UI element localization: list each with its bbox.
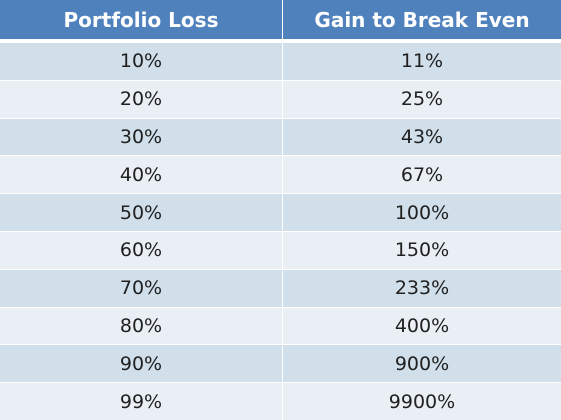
table-row: 30% 43%	[0, 117, 561, 156]
cell-gain-to-break-even: 400%	[283, 306, 561, 345]
table-row: 50% 100%	[0, 193, 561, 231]
cell-gain-to-break-even: 25%	[283, 79, 561, 118]
cell-portfolio-loss: 50%	[0, 193, 283, 231]
cell-portfolio-loss: 99%	[0, 382, 283, 420]
cell-gain-to-break-even: 43%	[283, 117, 561, 156]
cell-portfolio-loss: 40%	[0, 155, 283, 194]
header-row: Portfolio Loss Gain to Break Even	[0, 0, 561, 42]
cell-gain-to-break-even: 9900%	[283, 382, 561, 420]
cell-portfolio-loss: 90%	[0, 344, 283, 383]
cell-portfolio-loss: 70%	[0, 268, 283, 307]
table-row: 10% 11%	[0, 42, 561, 80]
table-row: 20% 25%	[0, 79, 561, 118]
table-row: 90% 900%	[0, 344, 561, 383]
cell-gain-to-break-even: 11%	[283, 42, 561, 80]
cell-portfolio-loss: 60%	[0, 230, 283, 269]
cell-portfolio-loss: 30%	[0, 117, 283, 156]
table-row: 60% 150%	[0, 230, 561, 269]
table-header: Portfolio Loss Gain to Break Even	[0, 0, 561, 42]
table-row: 99% 9900%	[0, 382, 561, 420]
header-gain-to-break-even: Gain to Break Even	[283, 0, 561, 42]
table-row: 40% 67%	[0, 155, 561, 194]
cell-gain-to-break-even: 100%	[283, 193, 561, 231]
header-portfolio-loss: Portfolio Loss	[0, 0, 283, 42]
cell-portfolio-loss: 80%	[0, 306, 283, 345]
cell-gain-to-break-even: 150%	[283, 230, 561, 269]
table-body: 10% 11% 20% 25% 30% 43% 40% 67% 50% 100% 60% 150% 70…	[0, 42, 561, 420]
table-row: 70% 233%	[0, 268, 561, 307]
cell-portfolio-loss: 10%	[0, 42, 283, 80]
cell-portfolio-loss: 20%	[0, 79, 283, 118]
cell-gain-to-break-even: 233%	[283, 268, 561, 307]
table-row: 80% 400%	[0, 306, 561, 345]
cell-gain-to-break-even: 900%	[283, 344, 561, 383]
cell-gain-to-break-even: 67%	[283, 155, 561, 194]
